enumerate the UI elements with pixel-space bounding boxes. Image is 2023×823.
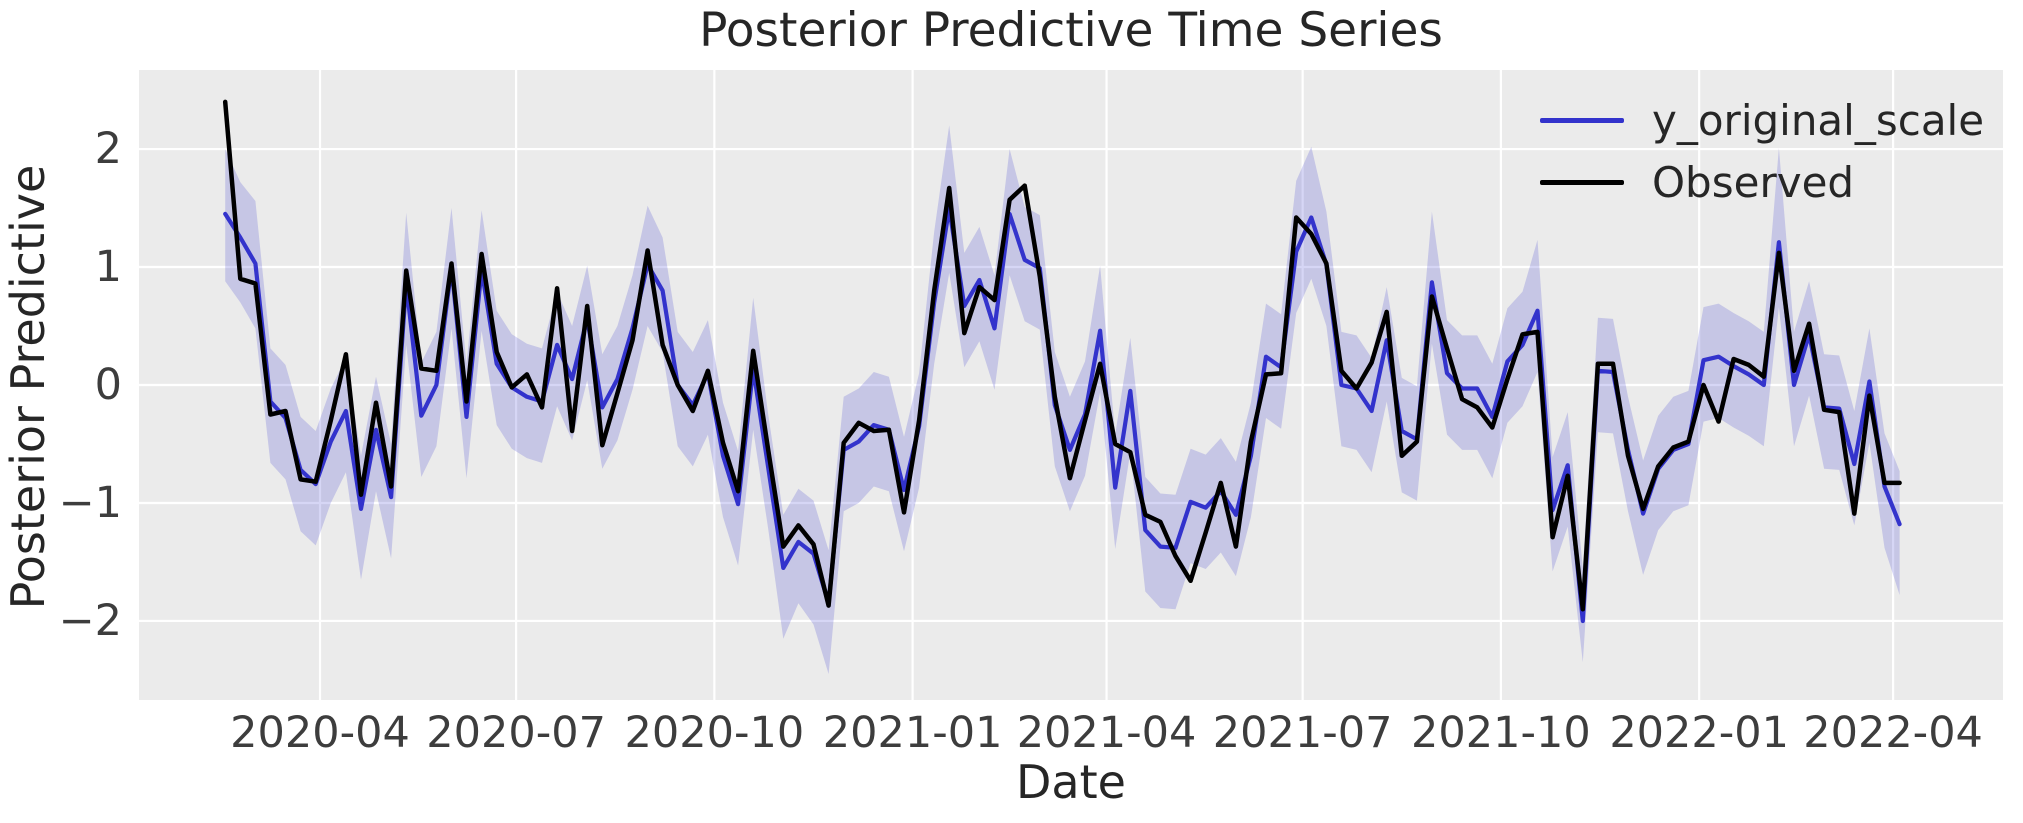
x-tick-label: 2021-01 [822, 708, 1003, 758]
legend-label-observed: Observed [1652, 157, 1855, 207]
legend-label-predicted: y_original_scale [1652, 95, 1985, 145]
x-tick-label: 2021-04 [1016, 708, 1197, 758]
x-axis-label: Date [1016, 755, 1126, 809]
y-tick-label: 2 [94, 124, 122, 175]
y-tick-label: −2 [58, 595, 122, 646]
x-tick-label: 2021-10 [1411, 708, 1591, 758]
x-tick-label: 2020-10 [624, 708, 805, 758]
legend: y_original_scale Observed [1540, 92, 2000, 216]
legend-item-predicted: y_original_scale [1540, 92, 2000, 148]
observed-line [222, 99, 1902, 612]
y-tick-label: 1 [94, 242, 122, 293]
x-tick-label: 2020-04 [230, 708, 410, 758]
chart-title: Posterior Predictive Time Series [699, 3, 1443, 58]
y-tick-label: −1 [58, 477, 122, 528]
x-tick-label: 2022-01 [1609, 708, 1789, 758]
observed-line-swatch [1540, 179, 1624, 185]
predicted-line-swatch [1540, 117, 1624, 123]
x-tick-label: 2020-07 [426, 708, 606, 758]
x-tick-label: 2021-07 [1212, 708, 1393, 758]
legend-item-observed: Observed [1540, 154, 2000, 210]
y-tick-label: 0 [94, 360, 122, 410]
x-tick-label: 2022-04 [1803, 708, 1983, 758]
